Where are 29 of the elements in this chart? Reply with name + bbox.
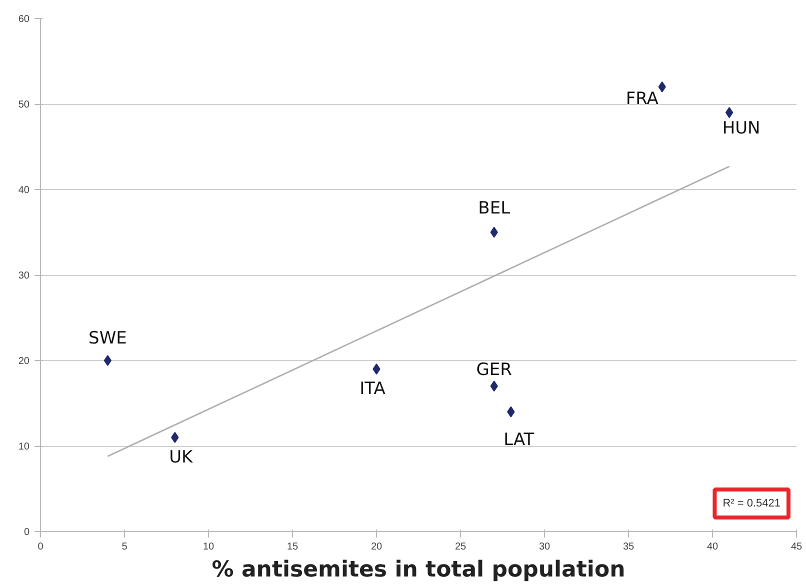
- x-tick-label: 20: [370, 542, 382, 552]
- y-tick-label: 50: [18, 100, 30, 110]
- x-tick-label: 30: [538, 542, 550, 552]
- x-tick-label: 10: [202, 542, 214, 552]
- annotation: GER: [476, 360, 512, 380]
- x-tick-label: 5: [122, 542, 128, 552]
- annotation: SWE: [88, 328, 127, 348]
- y-tick-label: 30: [18, 270, 30, 282]
- annotation: BEL: [478, 198, 511, 218]
- annotation: FRA: [626, 88, 659, 109]
- y-tick-label: 40: [18, 185, 30, 196]
- point: [725, 107, 734, 118]
- x-tick-label: 40: [706, 542, 718, 552]
- y-tick-label: 60: [18, 14, 30, 25]
- annotation: R² = 0.5421: [722, 498, 781, 510]
- x-tick-label: 15: [286, 542, 298, 552]
- y-tick-label: 0: [24, 527, 30, 538]
- x-tick-label: 0: [38, 542, 44, 552]
- point: [104, 355, 112, 366]
- annotation: ITA: [360, 379, 386, 400]
- x-tick-label: 45: [790, 542, 802, 552]
- annotation: HUN: [722, 118, 760, 139]
- y-tick-label: 10: [18, 442, 30, 452]
- y-tick-label: 20: [18, 356, 30, 367]
- annotation: LAT: [504, 430, 535, 450]
- x-tick-label: 35: [622, 542, 634, 552]
- x-axis-title: % antisemites in total population: [212, 558, 626, 582]
- annotation: UK: [169, 447, 194, 468]
- x-tick-label: 25: [454, 542, 466, 552]
